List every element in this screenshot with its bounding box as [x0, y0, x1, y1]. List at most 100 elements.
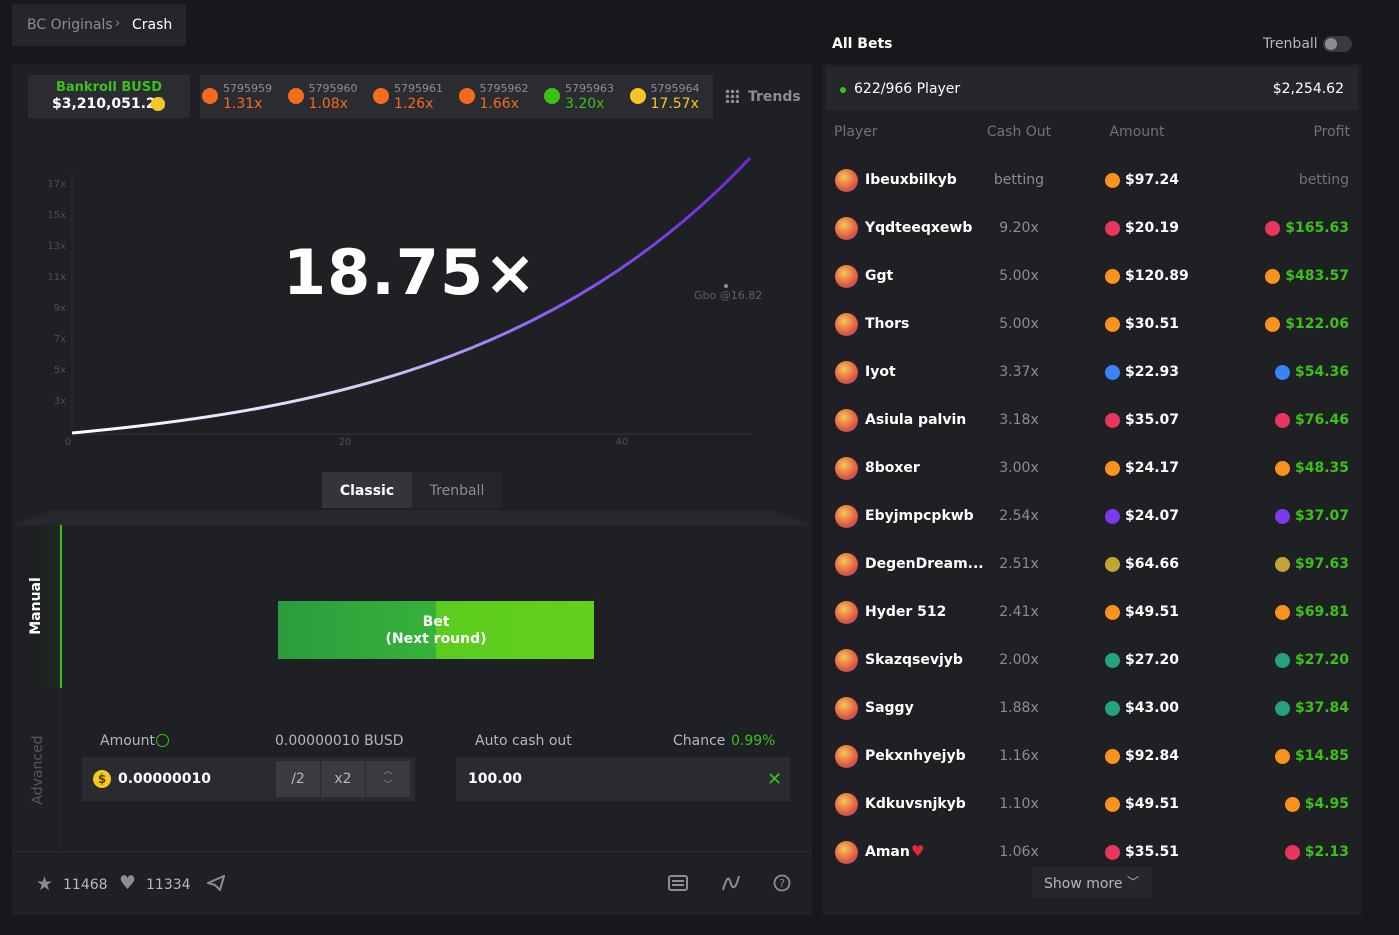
- cash-out: betting: [993, 172, 1045, 188]
- auto-input[interactable]: 100.00: [468, 771, 523, 787]
- profit-coin: [1274, 509, 1290, 524]
- amount-coin: [1105, 653, 1120, 668]
- player-name: Pekxnhyejyb: [865, 748, 966, 764]
- player-name: DegenDream...: [865, 556, 984, 572]
- avatar: [835, 217, 858, 240]
- amount-coin: [1105, 269, 1120, 284]
- side-tab-advanced[interactable]: Advanced: [30, 735, 46, 805]
- amount-label: Amount: [100, 733, 156, 749]
- player-name: Thors: [865, 316, 910, 332]
- player-name: Asiula palvin: [865, 412, 967, 428]
- multiplier: 18.75×: [282, 236, 538, 309]
- profit-coin: [1274, 605, 1290, 620]
- bet-sublabel: (Next round): [385, 631, 487, 647]
- cash-out: 3.18x: [999, 412, 1039, 428]
- profit: $27.20: [1294, 652, 1349, 668]
- header-profit: Profit: [1313, 124, 1350, 140]
- auto-input-box[interactable]: [456, 757, 790, 801]
- bankroll-label: Bankroll BUSD: [56, 80, 162, 95]
- amount-coin: [1105, 605, 1120, 620]
- double-button[interactable]: [321, 761, 365, 797]
- header-amount: Amount: [1109, 124, 1165, 140]
- like-count: 11334: [146, 877, 191, 893]
- tab-classic[interactable]: Classic: [339, 483, 395, 499]
- amount-coin: [1105, 797, 1120, 812]
- bet-amount: $49.51: [1125, 796, 1180, 812]
- star-icon[interactable]: ★: [36, 873, 54, 895]
- amount-coin: [1105, 509, 1120, 524]
- trends-button[interactable]: Trends: [748, 89, 801, 105]
- info-icon[interactable]: [156, 734, 169, 747]
- bankroll-box: [28, 75, 190, 118]
- side-tab-manual[interactable]: Manual: [28, 577, 44, 635]
- bet-button[interactable]: [278, 601, 594, 659]
- tab-trenball[interactable]: Trenball: [429, 483, 485, 499]
- trends-icon[interactable]: [725, 89, 739, 103]
- side-divider: [59, 688, 60, 850]
- footer-divider: [12, 851, 812, 852]
- player-name: Aman: [865, 844, 910, 860]
- help-icon[interactable]: ?: [773, 874, 791, 892]
- like-icon[interactable]: ♥: [119, 872, 137, 894]
- x-axis-label: 0: [64, 437, 72, 448]
- player-name: Ggt: [865, 268, 894, 284]
- player-name: Hyder 512: [865, 604, 947, 620]
- history-dot: [544, 88, 560, 104]
- history-dot: [202, 88, 218, 104]
- avatar: [835, 409, 858, 432]
- profit-coin: [1274, 365, 1290, 380]
- amount-hint: 0.00000010 BUSD: [275, 733, 404, 749]
- tab-active-bg: [322, 472, 412, 508]
- bet-amount: $49.51: [1125, 604, 1180, 620]
- amount-coin: [1105, 749, 1120, 764]
- show-more-button[interactable]: [1032, 867, 1152, 898]
- bankroll-coin: [151, 97, 165, 111]
- profit: $37.07: [1294, 508, 1349, 524]
- avatar: [835, 361, 858, 384]
- history-id: 5795960: [308, 82, 358, 95]
- keyboard-icon[interactable]: [668, 875, 688, 891]
- amount-coin: [1105, 413, 1120, 428]
- bet-amount: $27.20: [1125, 652, 1180, 668]
- bet-amount: $24.07: [1125, 508, 1180, 524]
- header-player: Player: [834, 124, 878, 140]
- share-icon[interactable]: [207, 875, 225, 891]
- avatar: [835, 457, 858, 480]
- cash-out: 2.00x: [999, 652, 1039, 668]
- profit: $14.85: [1294, 748, 1349, 764]
- breadcrumb-link[interactable]: BC Originals: [27, 17, 113, 33]
- bet-amount: $20.19: [1125, 220, 1180, 236]
- bet-amount: $97.24: [1125, 172, 1180, 188]
- svg-text:?: ?: [779, 877, 785, 890]
- profit-coin: [1265, 317, 1281, 332]
- profit-coin: [1274, 653, 1290, 668]
- double-label: x2: [334, 771, 352, 787]
- clear-icon[interactable]: ✕: [767, 769, 783, 790]
- profit: $37.84: [1294, 700, 1349, 716]
- profit-coin: [1265, 221, 1281, 236]
- amount-coin: $: [93, 770, 111, 788]
- profit-coin: [1274, 749, 1290, 764]
- history-id: 5795959: [223, 82, 272, 95]
- chart-icon[interactable]: [721, 874, 741, 892]
- player-name: Iyot: [865, 364, 896, 380]
- player-name: Kdkuvsnjkyb: [865, 796, 966, 812]
- avatar: [835, 601, 858, 624]
- history-multiplier: 3.20x: [565, 96, 605, 112]
- player-name: 8boxer: [865, 460, 920, 476]
- amount-input[interactable]: 0.00000010: [118, 771, 211, 787]
- stepper[interactable]: ︿ ﹀: [366, 761, 410, 797]
- profit: $483.57: [1285, 268, 1349, 284]
- bet-amount: $120.89: [1125, 268, 1189, 284]
- amount-coin: [1105, 221, 1120, 236]
- half-button[interactable]: [276, 761, 320, 797]
- profit: betting: [1298, 172, 1349, 188]
- separator: [12, 510, 812, 525]
- player-dot: [724, 284, 728, 288]
- history-id: 5795964: [650, 82, 700, 95]
- cash-out: 9.20x: [999, 220, 1039, 236]
- breadcrumb-box: [12, 4, 186, 46]
- history-dot: [373, 88, 389, 104]
- history-multiplier: 1.66x: [479, 96, 519, 112]
- avatar: [835, 697, 858, 720]
